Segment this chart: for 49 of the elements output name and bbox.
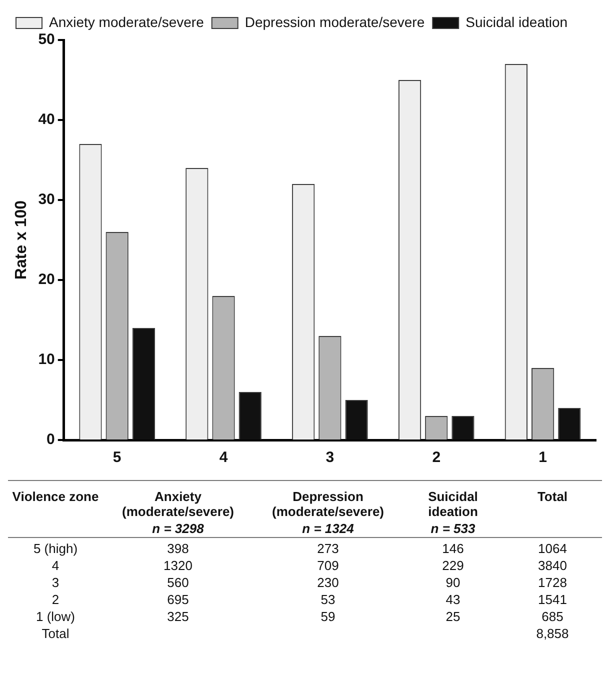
text: n = 3298 — [103, 520, 253, 538]
text: 560 — [166, 574, 190, 591]
text: 325 — [166, 608, 190, 625]
text: 2 — [50, 591, 60, 608]
legend-label: Depression moderate/severe — [244, 14, 425, 30]
y-tick-label: 30 — [38, 191, 55, 208]
x-tick-label: 2 — [432, 449, 441, 466]
y-tick-label: 10 — [38, 351, 55, 368]
text: 1728 — [537, 574, 568, 591]
text: 695 — [166, 591, 190, 608]
text: 59 — [320, 608, 336, 625]
text: 5 (high) — [32, 540, 79, 557]
y-tick-label: 40 — [38, 111, 55, 128]
text: 25 — [444, 608, 462, 625]
text: 230 — [316, 574, 340, 591]
y-tick-label: 50 — [38, 31, 55, 48]
text: 43 — [444, 591, 462, 608]
text: 685 — [540, 608, 564, 625]
text: 398 — [166, 540, 190, 557]
text: 229 — [441, 557, 465, 574]
legend-label: Suicidal ideation — [466, 14, 568, 30]
x-tick-label: 5 — [112, 449, 122, 466]
text: Depression (moderate/severe) — [253, 480, 403, 520]
x-tick-label: 3 — [326, 449, 334, 466]
text: 1541 — [537, 591, 568, 608]
text: 3 — [50, 574, 60, 591]
text: Total — [40, 625, 70, 642]
legend-label: Anxiety moderate/severe — [49, 14, 204, 30]
text: 3840 — [537, 557, 568, 574]
text: 90 — [444, 574, 462, 591]
text: 146 — [441, 540, 465, 557]
text: 8,858 — [535, 625, 570, 642]
text: 709 — [316, 557, 340, 574]
text: n = 1324 — [253, 520, 403, 538]
text: 1064 — [537, 540, 568, 557]
text: n = 533 — [403, 520, 503, 538]
text: Anxiety (moderate/severe) — [103, 480, 253, 520]
text: Violence zone — [8, 480, 103, 520]
text: 1 (low) — [34, 608, 76, 625]
y-tick-label: 20 — [38, 271, 55, 288]
y-tick-label: 0 — [46, 431, 55, 448]
y-axis-title: Rate x 100 — [13, 200, 30, 280]
text: 53 — [320, 591, 336, 608]
text: 1320 — [162, 557, 194, 574]
text: Total — [503, 480, 602, 520]
text: 4 — [50, 557, 60, 574]
text: 273 — [316, 540, 340, 557]
x-tick-label: 1 — [538, 449, 547, 466]
x-tick-label: 4 — [219, 449, 228, 466]
